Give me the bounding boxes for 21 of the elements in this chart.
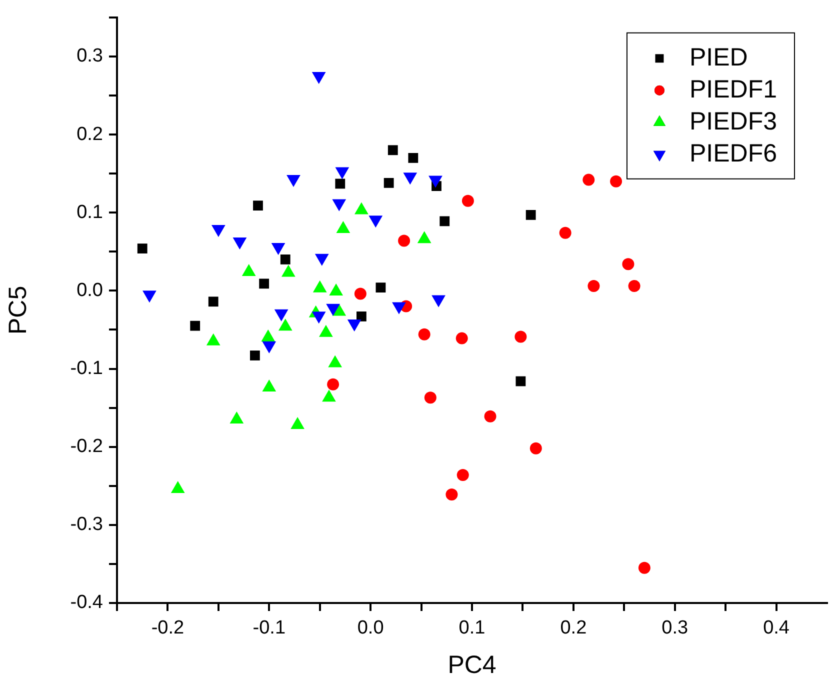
y-tick-label: 0.3	[76, 46, 103, 67]
y-tick-label: -0.2	[70, 436, 103, 458]
x-tick-label: -0.1	[252, 618, 286, 639]
y-tick-label: 0.0	[76, 280, 103, 301]
x-tick-label: 0.3	[662, 618, 688, 639]
x-tick-label: 0.4	[763, 618, 790, 639]
x-tick-label: -0.2	[151, 618, 184, 639]
y-tick-label: 0.1	[76, 202, 103, 223]
legend-label: PIED	[689, 43, 748, 72]
x-tick-label: 0.0	[357, 618, 384, 639]
y-tick-label: -0.1	[70, 358, 103, 379]
x-axis-title: PC4	[448, 650, 496, 679]
y-tick-label: -0.3	[70, 514, 103, 536]
y-tick-label: 0.2	[76, 124, 103, 145]
legend-label: PIEDF1	[689, 75, 778, 104]
legend-label: PIEDF6	[689, 139, 778, 168]
y-tick-label: -0.4	[70, 592, 104, 614]
legend-label: PIEDF3	[689, 107, 778, 136]
y-axis-title: PC5	[4, 286, 32, 335]
x-tick-label: 0.2	[560, 618, 587, 639]
x-tick-label: 0.1	[458, 618, 486, 639]
